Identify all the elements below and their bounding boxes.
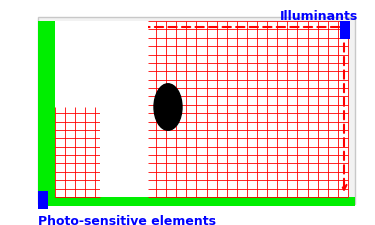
Ellipse shape [154,84,182,131]
Bar [100,108,148,197]
Bar [38,197,355,206]
Bar [38,22,55,197]
Text: Illuminants: Illuminants [280,10,358,23]
Bar [340,22,350,40]
Text: Photo-sensitive elements: Photo-sensitive elements [38,214,216,225]
Bar [55,22,348,197]
Bar [55,22,148,108]
Bar [38,191,48,209]
Bar [38,18,355,204]
